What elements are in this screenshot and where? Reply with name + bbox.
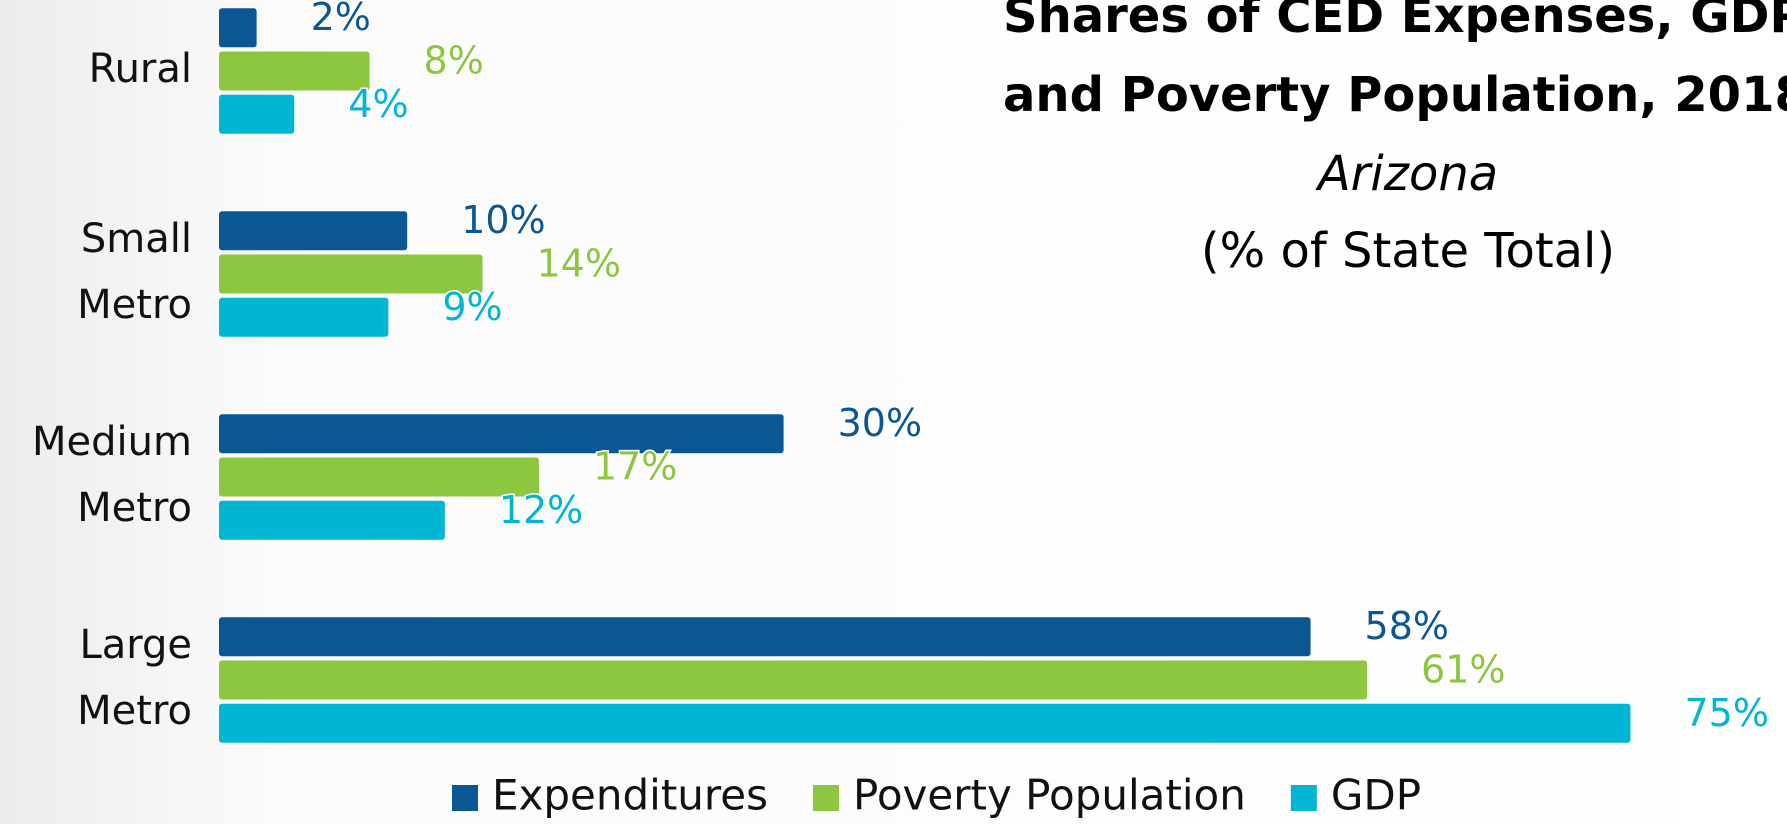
value-label: 61% <box>1421 648 1505 692</box>
value-label: 58% <box>1365 604 1449 648</box>
chart-title: and Poverty Population, 2018 <box>1003 67 1787 123</box>
chart-title: Shares of CED Expenses, GDP <box>1003 0 1787 44</box>
y-tick-label: Large <box>79 622 192 668</box>
bar <box>219 211 408 251</box>
value-label: 8% <box>424 39 484 83</box>
legend-label: GDP <box>1331 771 1421 820</box>
value-label: 12% <box>499 488 583 532</box>
bar <box>219 617 1311 657</box>
legend-label: Poverty Population <box>853 771 1246 820</box>
bar <box>219 414 784 454</box>
bar <box>219 94 295 134</box>
bar <box>219 457 539 497</box>
value-label: 75% <box>1685 691 1769 735</box>
y-tick-label: Medium <box>32 419 192 465</box>
bar <box>219 703 1631 743</box>
value-label: 30% <box>838 401 922 445</box>
bar <box>219 660 1368 700</box>
bar <box>219 500 445 540</box>
value-label: 4% <box>348 82 408 126</box>
value-label: 17% <box>593 445 677 489</box>
bar <box>219 297 389 337</box>
y-tick-label: Metro <box>77 688 192 734</box>
bar <box>219 254 483 294</box>
y-tick-label: Metro <box>77 282 192 328</box>
y-tick-label: Small <box>81 216 192 262</box>
value-label: 9% <box>442 285 502 329</box>
value-label: 10% <box>461 198 545 242</box>
value-label: 14% <box>536 242 620 286</box>
legend-swatch <box>452 785 478 811</box>
y-tick-label: Rural <box>89 46 192 92</box>
value-label: 2% <box>311 0 371 39</box>
bar <box>219 51 370 91</box>
legend-swatch <box>1290 785 1317 811</box>
chart-subtitle: Arizona <box>1315 146 1498 202</box>
bar <box>219 8 257 48</box>
legend-swatch <box>813 785 839 811</box>
chart-subtitle: (% of State Total) <box>1201 223 1615 279</box>
y-tick-label: Metro <box>77 485 192 531</box>
legend-label: Expenditures <box>492 771 768 820</box>
